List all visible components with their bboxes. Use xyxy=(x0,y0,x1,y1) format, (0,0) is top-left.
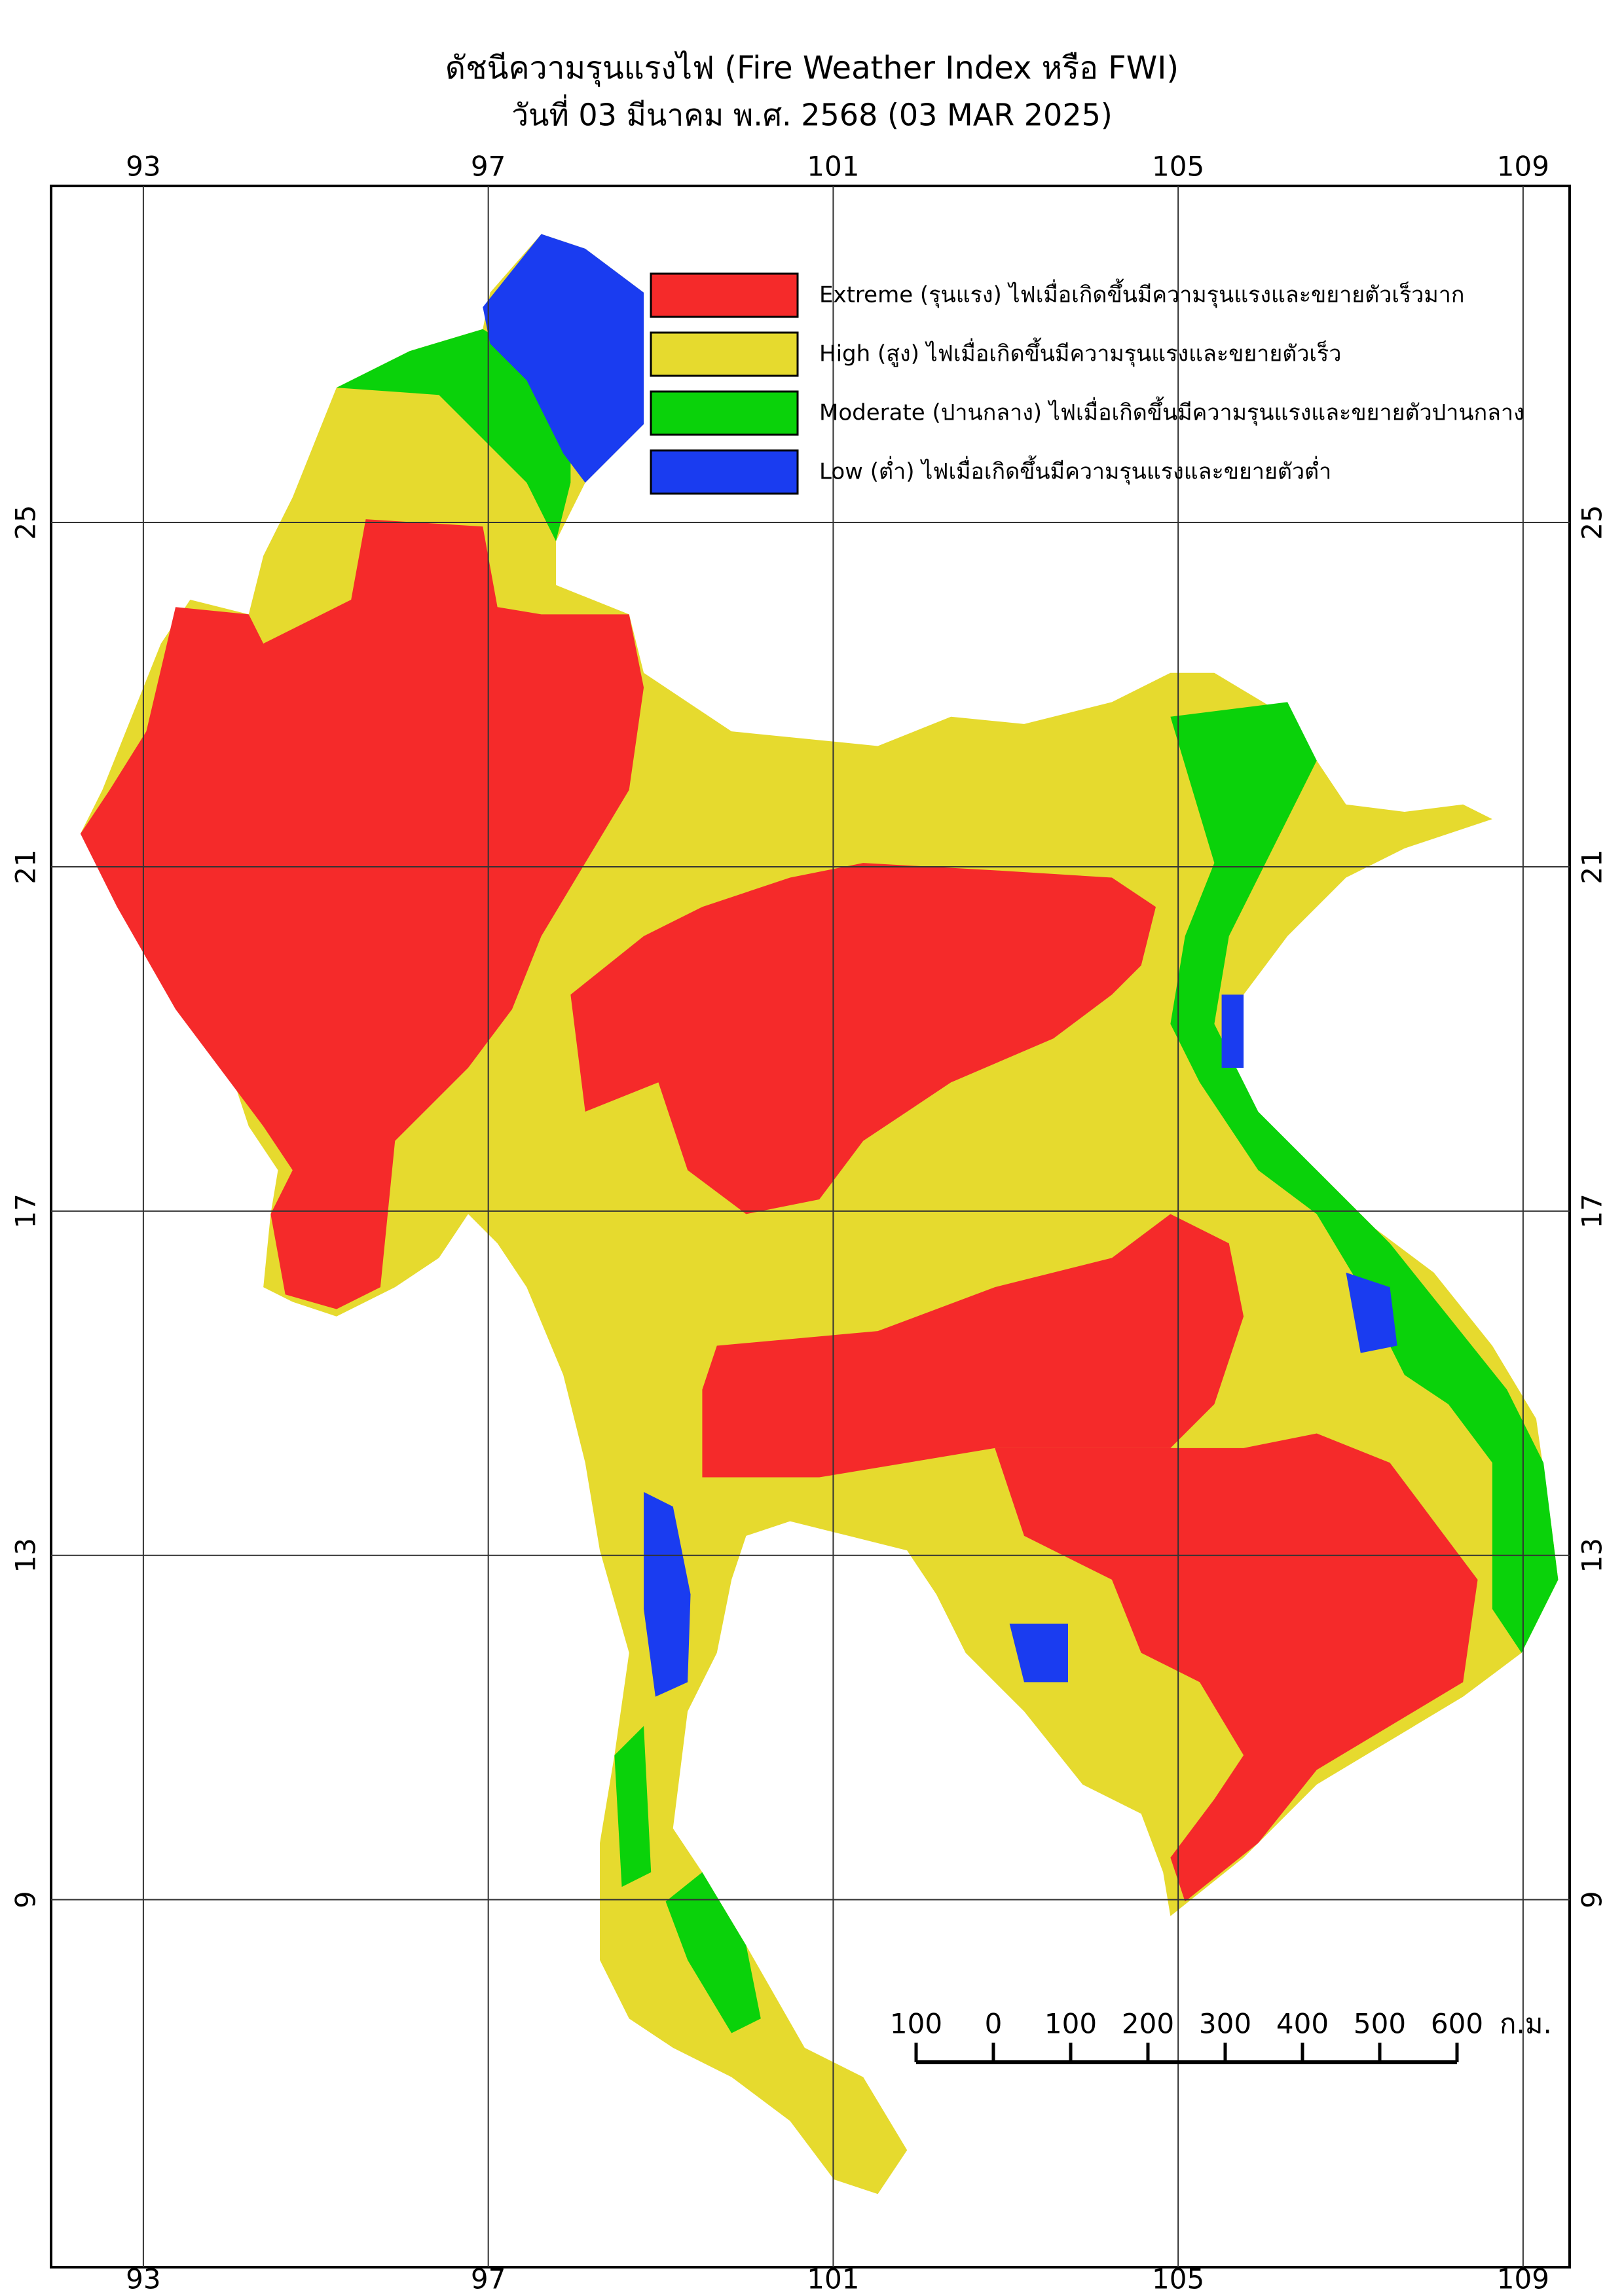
x-tick-label: 101 xyxy=(807,2263,859,2295)
region-extreme xyxy=(80,519,644,1309)
region-extreme xyxy=(995,1433,1478,1902)
x-tick-label: 109 xyxy=(1497,151,1549,183)
x-tick-label: 93 xyxy=(126,151,160,183)
region-low xyxy=(1009,1623,1068,1683)
map xyxy=(80,234,1559,2195)
scale-unit: ก.ม. xyxy=(1500,2008,1552,2040)
x-tick-label: 97 xyxy=(471,151,506,183)
x-tick-label: 105 xyxy=(1152,2263,1204,2295)
region-moderate xyxy=(614,1726,652,1887)
region-moderate xyxy=(336,329,571,541)
legend-label: Moderate (ปานกลาง) ไฟเมื่อเกิดขึ้นมีความ… xyxy=(819,397,1524,426)
legend-label: Low (ต่ำ) ไฟเมื่อเกิดขึ้นมีความรุนแรงและ… xyxy=(819,456,1331,485)
scale-label: 100 xyxy=(890,2008,942,2040)
region-extreme xyxy=(702,1214,1244,1478)
region-low xyxy=(1346,1272,1397,1353)
legend-swatch xyxy=(650,390,799,436)
y-tick-label: 17 xyxy=(10,1194,42,1228)
legend-swatch xyxy=(650,449,799,495)
region-low xyxy=(644,1491,691,1697)
x-tick-label: 105 xyxy=(1152,151,1204,183)
y-tick-label: 21 xyxy=(1576,849,1608,884)
y-tick-label: 13 xyxy=(10,1538,42,1573)
legend-swatch xyxy=(650,272,799,318)
y-tick-label: 9 xyxy=(1576,1891,1608,1908)
scale-label: 500 xyxy=(1354,2008,1406,2040)
y-tick-label: 17 xyxy=(1576,1194,1608,1228)
legend-label: Extreme (รุนแรง) ไฟเมื่อเกิดขึ้นมีความรุ… xyxy=(819,279,1464,308)
map-frame xyxy=(50,185,1571,2269)
x-tick-label: 101 xyxy=(807,151,859,183)
x-tick-label: 93 xyxy=(126,2263,160,2295)
y-tick-label: 25 xyxy=(1576,505,1608,539)
region-extreme xyxy=(570,863,1156,1214)
title: ดัชนีความรุนแรงไฟ (Fire Weather Index หร… xyxy=(445,50,1179,87)
region-low xyxy=(483,234,644,483)
y-tick-label: 25 xyxy=(10,505,42,539)
region-moderate xyxy=(665,1872,761,2033)
scale-label: 200 xyxy=(1122,2008,1174,2040)
y-tick-label: 21 xyxy=(10,849,42,884)
scale-label: 0 xyxy=(985,2008,1003,2040)
subtitle: วันที่ 03 มีนาคม พ.ศ. 2568 (03 MAR 2025) xyxy=(511,94,1113,133)
scale-label: 100 xyxy=(1044,2008,1097,2040)
region-moderate xyxy=(1170,702,1559,1653)
legend-label: High (สูง) ไฟเมื่อเกิดขึ้นมีความรุนแรงแล… xyxy=(819,338,1341,367)
scale-label: 400 xyxy=(1276,2008,1329,2040)
x-tick-label: 109 xyxy=(1497,2263,1549,2295)
scale-label: 600 xyxy=(1431,2008,1483,2040)
y-tick-label: 9 xyxy=(10,1891,42,1908)
legend-swatch xyxy=(650,331,799,377)
scale-label: 300 xyxy=(1199,2008,1251,2040)
region-low xyxy=(1221,994,1244,1068)
x-tick-label: 97 xyxy=(471,2263,506,2295)
y-tick-label: 13 xyxy=(1576,1538,1608,1573)
